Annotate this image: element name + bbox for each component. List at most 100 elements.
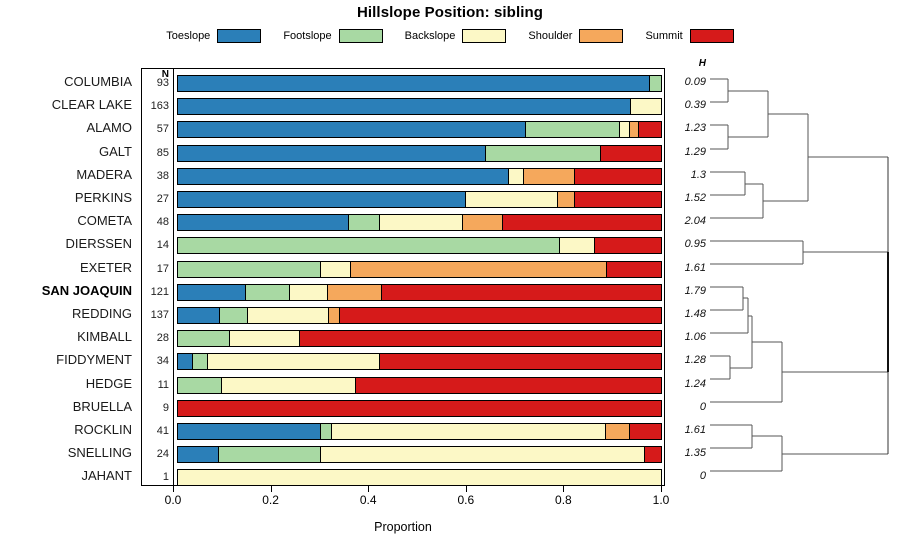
legend-label: Backslope bbox=[404, 30, 456, 42]
bar-segment-backslope bbox=[508, 168, 525, 184]
h-column: H 0.09 0.39 1.23 1.29 1.3 1.52 2.04 0.95 1.61 1.79… bbox=[668, 59, 710, 486]
bar-segment-toeslope bbox=[178, 308, 221, 323]
bar-segment-shoulder bbox=[524, 168, 576, 184]
row-h-value: 1.52 bbox=[684, 192, 706, 204]
bar-segment-summit bbox=[575, 168, 661, 184]
bar-segment-backslope bbox=[290, 284, 328, 300]
row-label-snelling: SNELLING bbox=[67, 445, 132, 461]
table-row: 137 bbox=[142, 304, 664, 327]
legend-swatch bbox=[217, 29, 262, 43]
bar-segment-footslope bbox=[178, 331, 231, 347]
table-row: 28 bbox=[142, 327, 664, 350]
row-n-value: 57 bbox=[156, 123, 169, 136]
table-row: 38 bbox=[142, 165, 664, 188]
legend-item-shoulder: Shoulder bbox=[528, 29, 624, 43]
stacked-bar bbox=[177, 98, 662, 116]
bar-segment-footslope bbox=[348, 215, 380, 231]
x-tick-label: 0.4 bbox=[359, 493, 377, 507]
row-label-madera: MADERA bbox=[76, 166, 132, 182]
bar-segment-backslope bbox=[379, 215, 464, 231]
stacked-bar bbox=[177, 283, 662, 301]
stacked-bar bbox=[177, 144, 662, 162]
row-h-value: 0.09 bbox=[684, 76, 706, 88]
bar-segment-backslope bbox=[321, 261, 351, 277]
table-row: 24 bbox=[142, 443, 664, 466]
bar-segment-summit bbox=[503, 215, 661, 231]
row-label-galt: GALT bbox=[99, 143, 132, 159]
stacked-bar bbox=[177, 330, 662, 348]
table-row: 9 bbox=[142, 397, 664, 420]
legend-swatch bbox=[579, 29, 624, 43]
legend-swatch bbox=[689, 29, 734, 43]
bar-segment-summit bbox=[629, 424, 661, 439]
bar-segment-footslope bbox=[178, 238, 560, 254]
bar-segment-toeslope bbox=[178, 192, 467, 207]
row-label-alamo: ALAMO bbox=[86, 120, 132, 136]
legend-swatch bbox=[338, 29, 383, 43]
bar-segment-backslope bbox=[331, 424, 607, 439]
row-label-rocklin: ROCKLIN bbox=[74, 422, 132, 437]
bar-segment-toeslope bbox=[178, 215, 349, 231]
row-h-value: 1.79 bbox=[684, 284, 706, 297]
legend-label: Footslope bbox=[283, 30, 332, 42]
row-h-value: 0 bbox=[699, 470, 706, 483]
legend-label: Summit bbox=[645, 30, 683, 42]
bar-segment-backslope bbox=[178, 470, 661, 486]
bar-segment-backslope bbox=[620, 122, 631, 138]
stacked-bar bbox=[177, 376, 662, 394]
x-tick-label: 0.0 bbox=[164, 493, 182, 507]
stacked-bar bbox=[177, 469, 662, 487]
bar-segment-footslope bbox=[218, 447, 322, 463]
row-h-value: 1.06 bbox=[684, 331, 706, 344]
row-n-value: 121 bbox=[150, 285, 169, 298]
bar-segment-summit bbox=[595, 238, 661, 254]
x-axis: 0.0 0.2 0.4 0.6 0.8 1.0 bbox=[141, 486, 669, 516]
bar-segment-backslope bbox=[466, 192, 558, 207]
bar-segment-summit bbox=[381, 284, 661, 300]
bar-segment-toeslope bbox=[178, 122, 526, 138]
row-n-value: 17 bbox=[156, 262, 169, 275]
row-label-hedge: HEDGE bbox=[85, 375, 132, 391]
bar-segment-shoulder bbox=[350, 261, 608, 277]
x-tick bbox=[563, 486, 565, 492]
stacked-bar bbox=[177, 399, 662, 417]
row-h-value: 0 bbox=[699, 400, 706, 413]
bar-segment-toeslope bbox=[178, 447, 219, 463]
row-h-value: 1.48 bbox=[684, 308, 706, 320]
bar-segment-summit bbox=[300, 331, 661, 347]
row-n-value: 27 bbox=[156, 193, 169, 205]
table-row: 41 bbox=[142, 420, 664, 443]
bar-segment-footslope bbox=[178, 261, 322, 277]
stacked-bar bbox=[177, 353, 662, 371]
table-row: 11 bbox=[142, 374, 664, 397]
table-row: 93 bbox=[142, 72, 664, 95]
row-n-value: 48 bbox=[156, 216, 169, 229]
plot-area: N 93 163 57 85 38 27 48 14 17 121 137 28 34 11 9 41 24 1 bbox=[141, 68, 665, 489]
row-label-jahant: JAHANT bbox=[81, 468, 132, 484]
bar-segment-backslope bbox=[248, 308, 330, 323]
row-h-value: 0.95 bbox=[684, 238, 706, 251]
row-n-value: 38 bbox=[156, 169, 169, 182]
row-label-dierssen: DIERSSEN bbox=[65, 236, 132, 252]
bar-segment-footslope bbox=[320, 424, 332, 439]
row-label-kimball: KIMBALL bbox=[77, 329, 132, 345]
bar-segment-backslope bbox=[230, 331, 301, 347]
x-tick-label: 1.0 bbox=[652, 493, 670, 507]
n-column-header: N bbox=[161, 69, 169, 80]
page-title: Hillslope Position: sibling bbox=[356, 4, 544, 21]
bar-segment-footslope bbox=[192, 354, 208, 370]
row-h-value: 1.28 bbox=[684, 354, 706, 367]
row-n-value: 93 bbox=[156, 77, 169, 89]
bar-segment-footslope bbox=[650, 76, 661, 91]
row-n-value: 9 bbox=[162, 401, 169, 414]
table-row: 1 bbox=[142, 466, 664, 489]
table-row: 163 bbox=[142, 95, 664, 118]
row-n-value: 11 bbox=[157, 378, 169, 391]
bar-segment-summit bbox=[339, 308, 661, 323]
row-label-perkins: PERKINS bbox=[74, 190, 132, 205]
bar-segment-summit bbox=[575, 192, 661, 207]
bar-segment-summit bbox=[600, 145, 661, 161]
bar-segment-backslope bbox=[207, 354, 381, 370]
table-row: 17 bbox=[142, 258, 664, 281]
